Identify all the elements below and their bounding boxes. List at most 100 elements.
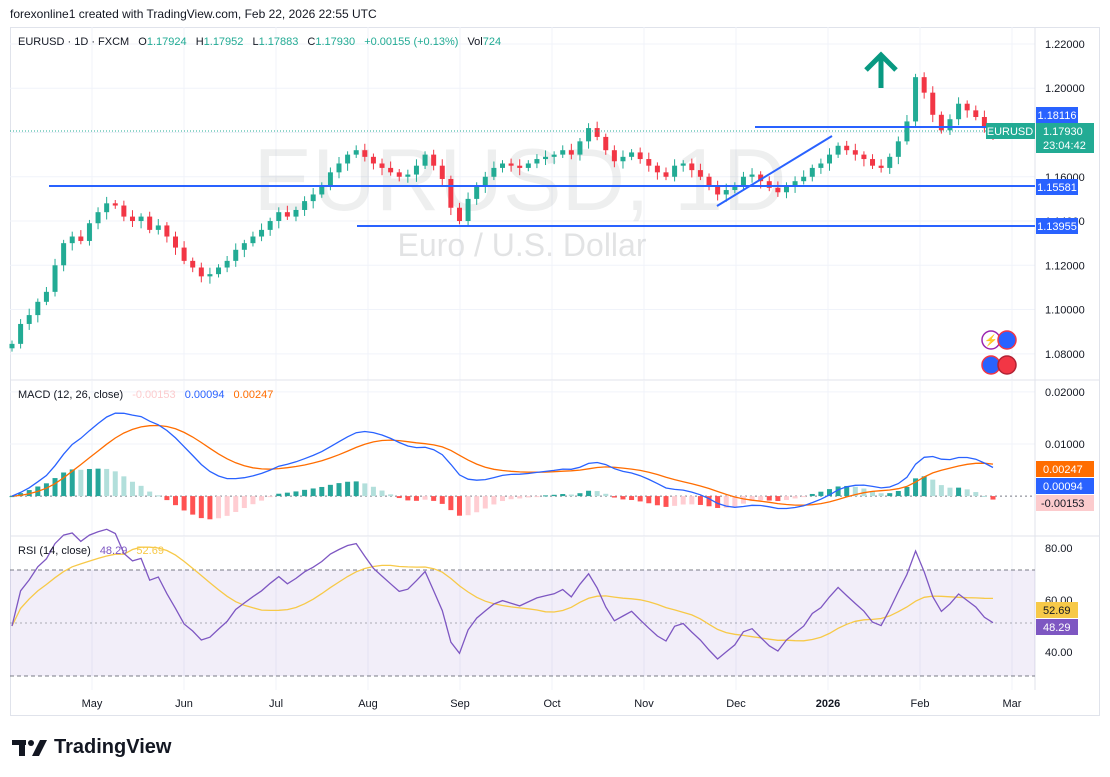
candle-body [482,176,488,186]
candle-body [302,201,308,210]
macd-histogram-bar [465,496,471,516]
change-value: +0.00155 (+0.13%) [364,36,458,48]
macd-histogram-bar [276,493,282,497]
time-tick-label: 2026 [816,698,840,710]
macd-histogram-bar [198,496,204,519]
macd-histogram-bar [422,496,428,500]
macd-histogram-bar [672,496,678,506]
candle-body [26,315,32,324]
close-value: 1.17930 [315,36,355,48]
candle-body [147,216,153,230]
macd-histogram-bar [543,495,549,497]
candle-body [198,267,204,277]
rsi-legend[interactable]: RSI (14, close) 48.29 52.69 [18,545,164,557]
time-tick-label: Sep [450,698,470,710]
macd-histogram-bar [474,496,480,513]
macd-histogram-bar [396,496,402,499]
candle-body [35,301,41,316]
macd-legend[interactable]: MACD (12, 26, close) -0.00153 0.00094 0.… [18,389,273,401]
macd-histogram-bar [620,496,626,500]
candle-body [69,236,75,244]
lightning-glyph: ⚡ [984,334,998,347]
macd-axis: 0.02000 0.01000 [1045,387,1085,451]
macd-histogram-bar [981,495,987,497]
macd-histogram-bar [629,496,635,501]
macd-histogram-bar [723,496,729,508]
candle-body [801,176,807,182]
candle-body [732,185,738,191]
event-icons[interactable]: ⚡ [981,330,1017,375]
macd-histogram-bar [586,490,592,497]
macd-histogram-bar [792,496,798,499]
candle-body [956,103,962,120]
macd-histogram-bar [689,496,695,505]
macd-histogram-bar [164,496,170,501]
time-tick-label: Nov [634,698,654,710]
macd-histogram-bar [284,492,290,497]
macd-histogram-bar [964,489,970,497]
candle-body [259,229,265,237]
macd-histogram-bar [577,493,583,497]
macd-histogram-bar [388,494,394,497]
tradingview-logo[interactable]: TradingView [12,736,171,759]
candle-body [586,128,592,142]
macd-histogram-bar [646,496,652,504]
candle-body [405,174,411,177]
candle-body [766,181,772,188]
time-tick-label: May [82,698,103,710]
macd-histogram-bar [155,495,161,497]
macd-histogram-bar [181,496,187,511]
candle-body [104,203,110,213]
candle-body [637,152,643,160]
macd-histogram-bar [930,479,936,497]
macd-histogram-bar [749,496,755,502]
candle-body [689,163,695,171]
candle-body [517,165,523,168]
candle-body [646,159,652,166]
price-axis: 1.220001.200001.180001.160001.140001.120… [1045,39,1085,361]
level-tag-118116-text: 1.18116 [1038,110,1077,122]
macd-tick-label: 0.02000 [1045,387,1085,399]
candle-body [723,190,729,195]
macd-histogram-bar [500,496,505,502]
macd-tick-label: 0.01000 [1045,439,1085,451]
candle-body [508,163,514,166]
macd-histogram-bar [405,496,411,501]
rsi-grid [91,537,1013,690]
candle-body [611,150,617,162]
trend-line[interactable] [716,135,833,207]
candle-body [396,172,402,177]
candle-body [861,154,867,160]
candle-body [456,207,462,222]
macd-histogram-bar [379,490,385,497]
candle-body [568,150,574,155]
candle-body [293,209,299,217]
macd-histogram-bar [52,478,58,497]
chart-frame [10,27,1100,716]
candle-body [904,121,910,142]
macd-histogram-bar [327,484,333,497]
time-axis: May Jun Jul Aug Sep Oct Nov Dec 2026 Feb Mar [82,698,1022,710]
macd-histogram-bar [809,493,815,497]
candle-body [525,163,531,168]
candle-body [895,141,901,157]
candle-body [310,194,316,202]
macd-histogram-bar [345,481,351,497]
countdown-text: 23:04:42 [1043,140,1086,152]
candle-body [852,150,858,155]
candle-body [43,291,49,302]
level-tag-115581-text: 1.15581 [1037,182,1077,194]
watermark-description: Euro / U.S. Dollar [398,227,647,263]
candle-body [345,154,351,164]
up-arrow-icon [864,51,898,88]
tradingview-brand: TradingView [54,736,172,758]
macd-histogram-bar [302,489,308,497]
symbol-legend: EURUSD · 1D · FXCM O1.17924 H1.17952 L1.… [18,36,501,48]
candle-body [672,165,678,177]
macd-histogram-bar [362,483,368,497]
macd-histogram-bar [173,496,178,506]
candle-body [938,114,944,131]
macd-histogram-bar [654,496,660,506]
candle-body [844,145,850,151]
